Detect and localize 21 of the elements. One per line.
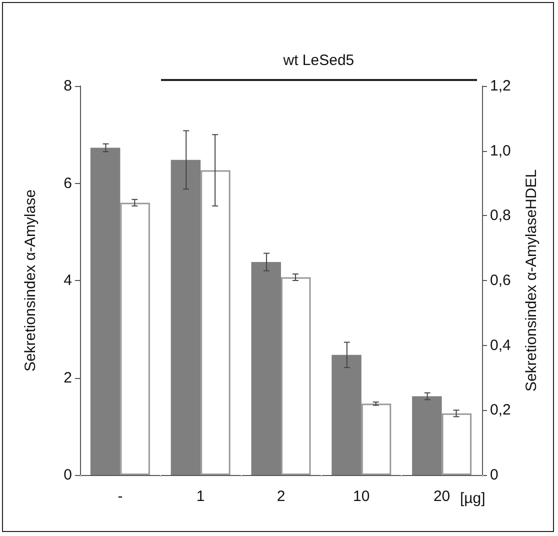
y-tick-label: 0	[64, 466, 72, 484]
y-tick-label: 4	[64, 272, 72, 289]
text: wt LeSed5	[283, 52, 354, 69]
y-axis-title: Sekretionsindex α-Amylase	[22, 189, 39, 372]
y2-tick-label: 1,0	[490, 142, 511, 160]
y2-axis-title: Sekretionsindex α-AmylaseHDEL	[523, 169, 540, 392]
y-tick-label: 6	[64, 174, 72, 192]
y2-tick-label: 0,4	[490, 336, 511, 354]
x-tick-label: 10	[353, 488, 370, 505]
y-tick-label: 2	[64, 369, 72, 386]
y2-tick-label: 1,2	[490, 78, 511, 94]
x-tick-label: 1	[196, 488, 205, 505]
x-tick-label: -	[118, 488, 123, 505]
y2-tick-label: 0,8	[490, 207, 511, 224]
x-axis-title: [µg]	[460, 490, 486, 507]
y2-tick-label: 0,6	[490, 272, 511, 289]
x-tick-label: 20	[433, 488, 450, 505]
y-tick-label: 8	[64, 78, 72, 94]
x-tick-label: 2	[276, 488, 286, 505]
y2-tick-label: 0,2	[490, 402, 511, 419]
y2-tick-label: 0	[490, 466, 498, 484]
